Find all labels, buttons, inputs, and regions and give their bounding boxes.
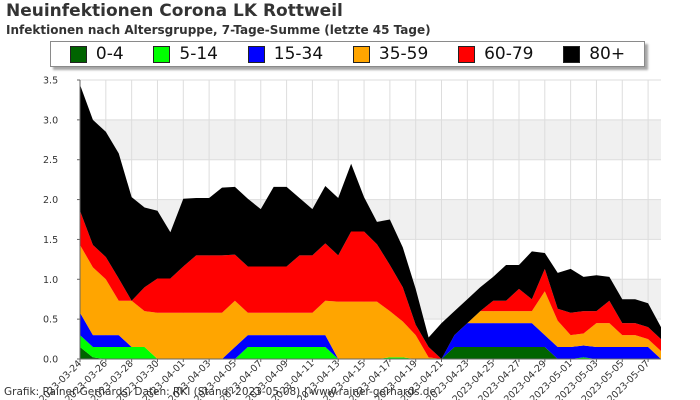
legend-swatch-80-plus [563,45,581,63]
legend-swatch-5-14 [153,45,171,63]
legend-swatch-60-79 [458,45,476,63]
legend-label-5-14: 5-14 [179,44,218,64]
y-tick-label: 3.5 [43,76,58,87]
area-series [80,84,661,359]
y-tick-label: 3.0 [43,115,58,126]
legend-item-15-34: 15-34 [247,44,324,64]
legend-label-35-59: 35-59 [378,44,429,64]
legend-item-0-4: 0-4 [69,44,124,64]
area-0-4 [80,347,661,359]
y-tick-label: 2.5 [43,155,58,166]
axes [77,79,661,362]
area-60-79 [80,210,661,359]
y-tick-labels: 0.0 0.5 1.0 1.5 2.0 2.5 3.0 3.5 [43,76,58,366]
legend-swatch-0-4 [69,45,87,63]
chart-subtitle: Infektionen nach Altersgruppe, 7-Tage-Su… [6,23,431,37]
y-tick-label: 1.0 [43,275,58,286]
legend-item-80-plus: 80+ [563,44,625,64]
legend-label-60-79: 60-79 [484,44,534,64]
y-tick-label: 1.5 [43,235,58,246]
y-tick-label: 0.0 [43,355,58,366]
legend-item-60-79: 60-79 [458,44,533,64]
legend-item-35-59: 35-59 [352,44,429,64]
area-35-59 [80,245,661,359]
legend-swatch-35-59 [352,45,370,63]
footer-credit: Grafik: Rainer Gerhards, Daten: RKI (Sta… [4,386,436,398]
area-15-34 [80,312,661,359]
chart-title: Neuinfektionen Corona LK Rottweil [6,1,343,21]
area-80-plus [80,84,661,359]
y-tick-label: 2.0 [43,195,58,206]
background-band [80,159,661,200]
legend-swatch-15-34 [247,45,265,63]
background-band [80,119,661,160]
area-5-14 [80,335,661,359]
legend-label-15-34: 15-34 [273,44,324,64]
legend-label-80-plus: 80+ [589,44,626,64]
legend-label-0-4: 0-4 [95,44,124,64]
y-tick-label: 0.5 [43,315,58,326]
legend: 0-4 5-14 15-34 35-59 60-79 80+ [50,41,645,67]
background-band [80,80,661,120]
legend-item-5-14: 5-14 [153,44,218,64]
